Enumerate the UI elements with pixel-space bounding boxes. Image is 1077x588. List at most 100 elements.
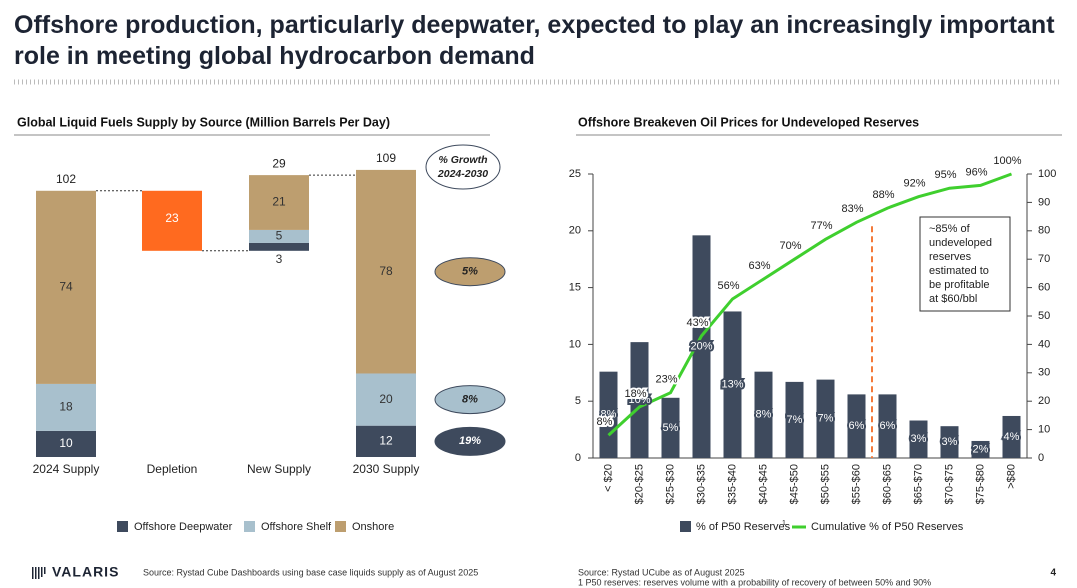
y2-tick-label: 10 [1038, 424, 1050, 436]
x-tick-label: $65-$70 [912, 464, 924, 504]
bar-label: 13% [721, 379, 743, 391]
x-tick-label: New Supply [247, 462, 311, 476]
bar [847, 394, 866, 458]
legend-swatch [117, 521, 128, 532]
bar-segment [249, 175, 309, 230]
growth-label: 5% [462, 266, 478, 278]
bar-label: 4% [1004, 431, 1020, 443]
legend-label: Offshore Deepwater [134, 521, 233, 533]
segment-label: 74 [59, 280, 73, 294]
segment-label: 21 [272, 195, 286, 209]
total-label: 102 [56, 172, 76, 186]
annotation: ~85% of [929, 223, 971, 235]
y-tick-label: 15 [569, 282, 581, 294]
bar [599, 371, 618, 458]
x-tick-label: $75-$80 [974, 464, 986, 504]
x-tick-label: $20-$25 [633, 464, 645, 504]
source: Source: Rystad Cube Dashboards using bas… [143, 567, 478, 577]
y2-tick-label: 50 [1038, 310, 1050, 322]
bar [909, 420, 928, 458]
bar-segment [249, 242, 309, 251]
y-tick-label: 20 [569, 225, 581, 237]
segment-label: 20 [379, 392, 393, 406]
legend-note: 1 [782, 520, 786, 527]
growth-badge [434, 426, 506, 456]
bar [1002, 415, 1021, 458]
bar-segment [36, 190, 96, 384]
bar-label: 5% [663, 422, 679, 434]
page-number: 4 [1050, 568, 1056, 579]
segment-label: 12 [379, 434, 393, 448]
y2-tick-label: 80 [1038, 225, 1050, 237]
x-tick-label: $30-$35 [695, 464, 707, 504]
line-label: 8% [597, 416, 613, 428]
y-tick-label: 10 [569, 338, 581, 350]
segment-label: 5 [276, 229, 283, 243]
bar [878, 394, 897, 458]
line-label: 18% [624, 388, 646, 400]
legend-label: Offshore Shelf [261, 521, 332, 533]
growth-header: % Growth [439, 154, 488, 166]
y2-tick-label: 90 [1038, 196, 1050, 208]
bar-segment [356, 425, 416, 457]
bar-label: 7% [787, 414, 803, 426]
x-tick-label: $55-$60 [850, 464, 862, 504]
annotation: be profitable [929, 279, 990, 291]
bar [723, 311, 742, 458]
bar-segment [356, 373, 416, 426]
annotation: reserves [929, 251, 972, 263]
growth-label: 8% [462, 393, 478, 405]
bar-label: 10% [628, 394, 650, 406]
bar-label: 3% [911, 433, 927, 445]
total-label: 29 [272, 156, 286, 170]
legend-swatch [680, 521, 691, 532]
bar-label: 7% [818, 413, 834, 425]
bar-label: 20% [690, 341, 712, 353]
y2-tick-label: 60 [1038, 282, 1050, 294]
bar-label: 6% [849, 420, 865, 432]
x-tick-label: $50-$55 [819, 464, 831, 504]
legend-swatch [244, 521, 255, 532]
bar-label: 23 [165, 211, 179, 225]
line-label: 96% [965, 166, 987, 178]
bar [142, 190, 202, 251]
line-label: 43% [686, 317, 708, 329]
title-line: Offshore production, particularly deepwa… [14, 11, 1055, 39]
title-line: role in meeting global hydrocarbon deman… [14, 42, 535, 70]
legend-label: Onshore [352, 521, 394, 533]
x-tick-label: $60-$65 [881, 464, 893, 504]
x-tick-label: 2030 Supply [353, 462, 420, 476]
line-label: 77% [810, 220, 832, 232]
annotation: undeveloped [929, 237, 992, 249]
growth-badge [434, 257, 506, 287]
x-tick-label: $40-$45 [757, 464, 769, 504]
line-label: 88% [872, 189, 894, 201]
y2-tick-label: 70 [1038, 253, 1050, 265]
line-label: 63% [748, 260, 770, 272]
y-tick-label: 5 [575, 395, 581, 407]
annotation-box [919, 216, 1011, 312]
bar [661, 397, 680, 458]
logo: VALARIS [32, 564, 118, 580]
bar [754, 371, 773, 458]
segment-label: 3 [276, 252, 283, 266]
bar-label: 8% [756, 409, 772, 421]
annotation: at $60/bbl [929, 293, 977, 305]
y2-tick-label: 100 [1038, 168, 1056, 180]
y2-tick-label: 0 [1038, 452, 1044, 464]
x-tick-label: $45-$50 [788, 464, 800, 504]
bar-segment [36, 383, 96, 431]
y-tick-label: 25 [569, 168, 581, 180]
growth-header: 2024-2030 [437, 168, 488, 180]
bar [816, 379, 835, 458]
line-label: 100% [993, 155, 1021, 167]
growth-badge [434, 385, 506, 415]
bar [630, 342, 649, 458]
x-tick-label: $70-$75 [943, 464, 955, 504]
growth-label: 19% [459, 435, 481, 447]
bar-label: 3% [942, 436, 958, 448]
y2-tick-label: 40 [1038, 338, 1050, 350]
cumulative-line [607, 172, 1013, 437]
chart-title: Global Liquid Fuels Supply by Source (Mi… [17, 115, 390, 129]
